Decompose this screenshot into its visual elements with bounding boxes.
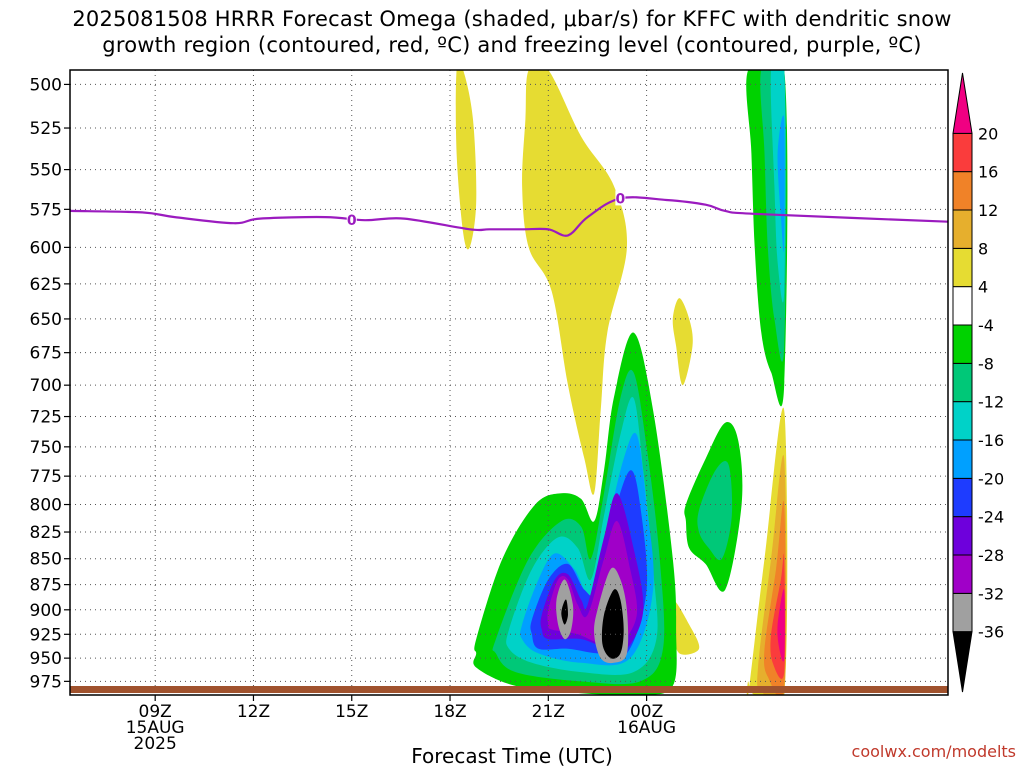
colorbar-segment-12 xyxy=(952,171,973,211)
x-tick-label-09Z-0: 09Z xyxy=(139,702,172,722)
x-tick-label-18Z-0: 18Z xyxy=(433,702,466,722)
y-tick-label-775: 775 xyxy=(30,467,62,487)
freezing-label-bg-1 xyxy=(615,190,626,206)
y-tick-label-875: 875 xyxy=(30,576,62,596)
y-tick-label-500: 500 xyxy=(30,75,62,95)
y-tick-label-575: 575 xyxy=(30,200,62,220)
colorbar-label-neg36: -36 xyxy=(978,623,1004,642)
x-tick-label-15Z-0: 15Z xyxy=(335,702,368,722)
x-axis-label: Forecast Time (UTC) xyxy=(411,744,613,768)
title-line-1: 2025081508 HRRR Forecast Omega (shaded, … xyxy=(72,7,952,31)
colorbar-label-neg24: -24 xyxy=(978,508,1004,527)
y-tick-label-725: 725 xyxy=(30,408,62,428)
colorbar-label-neg20: -20 xyxy=(978,469,1004,488)
omega-region-2-level-4 xyxy=(672,298,693,386)
y-tick-label-625: 625 xyxy=(30,275,62,295)
omega-region-0-level-4 xyxy=(455,70,477,250)
y-tick-label-525: 525 xyxy=(30,119,62,139)
colorbar-label-20: 20 xyxy=(978,124,998,143)
freezing-level-label: 0 xyxy=(347,213,357,229)
plot-frame xyxy=(69,69,949,696)
pressure-axis: 500 525 550 575 600 625 650 675 700 725 750 775 800 8… xyxy=(30,75,70,692)
x-tick-label-12Z-0: 12Z xyxy=(237,702,270,722)
colorbar-segment-7 xyxy=(952,362,973,403)
x-tick-label-00Z-1: 16AUG xyxy=(617,718,676,738)
colorbar-label-neg32: -32 xyxy=(978,584,1004,603)
colorbar-segment-4 xyxy=(952,477,973,518)
gridlines xyxy=(70,70,948,695)
x-tick-label-21Z-0: 21Z xyxy=(532,702,565,722)
freezing-level-line xyxy=(70,196,948,237)
colorbar-segment-13 xyxy=(952,132,973,173)
x-tick-label-09Z-2: 2025 xyxy=(134,734,177,754)
colorbar-label-neg8: -8 xyxy=(978,354,994,373)
y-tick-label-550: 550 xyxy=(30,161,62,181)
x-tick-label-00Z-0: 00Z xyxy=(630,702,663,722)
y-tick-label-925: 925 xyxy=(30,625,62,645)
y-tick-label-800: 800 xyxy=(30,496,62,516)
y-tick-label-900: 900 xyxy=(30,601,62,621)
colorbar-segment-0 xyxy=(952,631,973,693)
omega-shading-layer xyxy=(455,70,788,695)
omega-region-25-level-20 xyxy=(777,589,785,662)
colorbar-segment-3 xyxy=(952,516,973,556)
colorbar-label-4: 4 xyxy=(978,278,988,297)
colorbar-segment-14 xyxy=(952,72,973,134)
colorbar-label-neg12: -12 xyxy=(978,393,1004,412)
colorbar-segment-8 xyxy=(952,324,973,364)
title-line-2: growth region (contoured, red, ºC) and f… xyxy=(102,33,922,57)
colorbar-segment-2 xyxy=(952,554,973,594)
colorbar-label-neg16: -16 xyxy=(978,431,1004,450)
y-tick-label-825: 825 xyxy=(30,523,62,543)
omega-region-1-level-4 xyxy=(522,70,627,495)
y-tick-label-600: 600 xyxy=(30,238,62,258)
colorbar-segment-10 xyxy=(952,247,973,288)
colorbar-segment-11 xyxy=(952,209,973,249)
omega-region-13-level-neg36 xyxy=(561,599,569,625)
site-credit: coolwx.com/modelts xyxy=(851,742,1016,761)
colorbar-label-12: 12 xyxy=(978,201,998,220)
freezing-level-contour: 00 xyxy=(70,190,948,237)
omega-region-14-level-neg36 xyxy=(601,589,624,659)
colorbar-label-neg4: -4 xyxy=(978,316,994,335)
y-tick-label-675: 675 xyxy=(30,344,62,364)
y-tick-label-950: 950 xyxy=(30,649,62,669)
colorbar-label-8: 8 xyxy=(978,239,988,258)
colorbar-segment-6 xyxy=(952,401,973,441)
y-tick-label-750: 750 xyxy=(30,438,62,458)
freezing-level-label: 0 xyxy=(616,191,626,207)
omega-region-16-level-neg8 xyxy=(697,461,733,561)
colorbar-label-neg28: -28 xyxy=(978,546,1004,565)
colorbar-segment-1 xyxy=(952,592,973,633)
y-tick-label-850: 850 xyxy=(30,550,62,570)
omega-colorbar: -36 -32 -28 -24 -20 -16 -12 -8 -4 4 8 12 16 20 xyxy=(952,72,1004,693)
freezing-label-bg-0 xyxy=(346,212,357,228)
colorbar-label-16: 16 xyxy=(978,163,998,182)
omega-region-3-level-4 xyxy=(671,599,700,655)
chart-title: 2025081508 HRRR Forecast Omega (shaded, … xyxy=(0,6,1024,58)
y-tick-label-975: 975 xyxy=(30,672,62,692)
colorbar-segment-9 xyxy=(952,286,973,326)
y-tick-label-700: 700 xyxy=(30,376,62,396)
surface-strip xyxy=(70,686,948,693)
x-tick-label-09Z-1: 15AUG xyxy=(126,718,185,738)
omega-region-20-level-neg16 xyxy=(777,115,785,253)
y-tick-label-650: 650 xyxy=(30,310,62,330)
colorbar-segment-5 xyxy=(952,439,973,479)
